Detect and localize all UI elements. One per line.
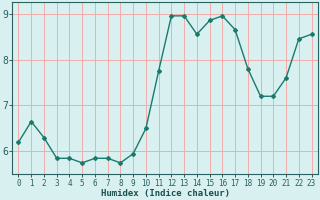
X-axis label: Humidex (Indice chaleur): Humidex (Indice chaleur) bbox=[100, 189, 229, 198]
